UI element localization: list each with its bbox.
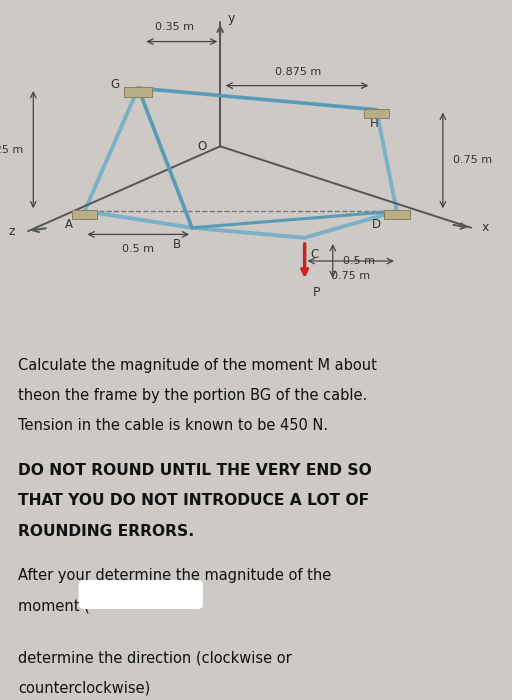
Text: DO NOT ROUND UNTIL THE VERY END SO: DO NOT ROUND UNTIL THE VERY END SO (18, 463, 372, 478)
Bar (124, 88, 153, 97)
Text: 0.75 m: 0.75 m (453, 155, 492, 165)
Text: After your determine the magnitude of the: After your determine the magnitude of th… (18, 568, 331, 583)
Text: G: G (111, 78, 120, 91)
Text: x: x (481, 221, 488, 234)
Text: 0.75 m: 0.75 m (331, 271, 370, 281)
Text: A: A (65, 218, 73, 231)
Text: D: D (372, 218, 381, 231)
Text: 0.875 m: 0.875 m (275, 67, 322, 77)
Text: THAT YOU DO NOT INTRODUCE A LOT OF: THAT YOU DO NOT INTRODUCE A LOT OF (18, 494, 369, 508)
FancyBboxPatch shape (79, 581, 202, 608)
Text: Calculate the magnitude of the moment M about: Calculate the magnitude of the moment M … (18, 358, 377, 373)
Bar (384, 210, 410, 220)
Text: theon the frame by the portion BG of the cable.: theon the frame by the portion BG of the… (18, 389, 367, 403)
Text: counterclockwise): counterclockwise) (18, 681, 150, 696)
Text: Tension in the cable is known to be 450 N.: Tension in the cable is known to be 450 … (18, 419, 328, 433)
Text: O: O (198, 140, 207, 153)
Bar (364, 109, 389, 118)
Text: moment (: moment ( (18, 598, 90, 614)
Text: 0.925 m: 0.925 m (0, 145, 23, 155)
Text: 0.5 m: 0.5 m (343, 256, 375, 266)
Text: B: B (173, 238, 181, 251)
Text: H: H (369, 116, 378, 130)
Text: z: z (9, 225, 15, 237)
Text: 0.5 m: 0.5 m (122, 244, 154, 254)
Text: ROUNDING ERRORS.: ROUNDING ERRORS. (18, 524, 194, 538)
Bar (72, 210, 97, 220)
Text: C: C (311, 248, 319, 261)
Text: P: P (312, 286, 320, 299)
Text: 0.35 m: 0.35 m (155, 22, 194, 32)
Text: y: y (228, 12, 235, 24)
Text: determine the direction (clockwise or: determine the direction (clockwise or (18, 651, 292, 666)
